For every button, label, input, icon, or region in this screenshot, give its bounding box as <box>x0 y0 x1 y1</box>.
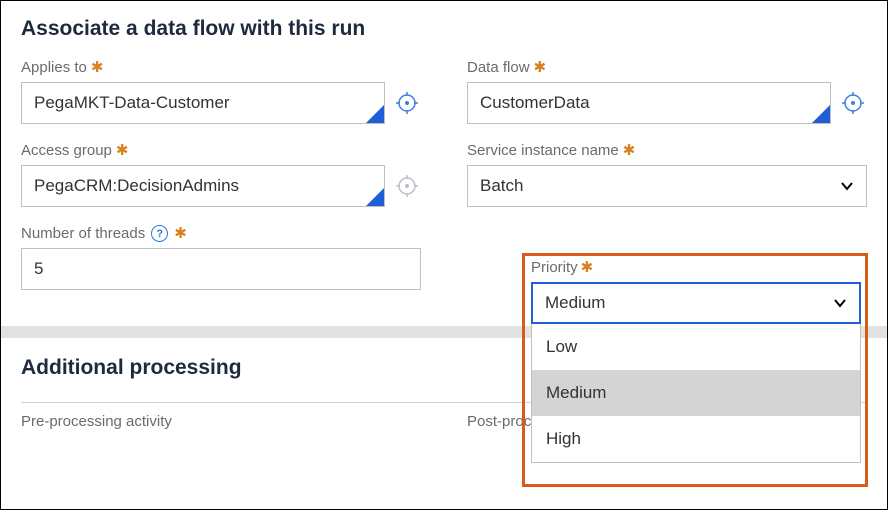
service-instance-select[interactable]: Batch <box>467 165 867 207</box>
service-instance-value: Batch <box>480 176 523 196</box>
access-group-target-button[interactable] <box>393 172 421 200</box>
section-title: Associate a data flow with this run <box>21 17 867 41</box>
chevron-down-icon <box>833 296 847 310</box>
priority-options-list: Low Medium High <box>531 324 861 463</box>
applies-to-field: Applies to ✱ PegaMKT-Data-Customer <box>21 59 421 124</box>
access-group-label: Access group ✱ <box>21 142 421 159</box>
crosshair-icon <box>841 91 865 115</box>
access-group-label-text: Access group <box>21 142 112 159</box>
threads-input[interactable]: 5 <box>21 248 421 290</box>
priority-option-low[interactable]: Low <box>532 324 860 370</box>
applies-to-input[interactable]: PegaMKT-Data-Customer <box>21 82 385 124</box>
access-group-value: PegaCRM:DecisionAdmins <box>34 176 239 196</box>
form-grid: Applies to ✱ PegaMKT-Data-Customer <box>21 59 867 290</box>
pre-processing-label: Pre-processing activity <box>21 413 421 430</box>
data-flow-field: Data flow ✱ CustomerData <box>467 59 867 124</box>
priority-field: Priority ✱ Medium Low Medium High <box>531 259 861 463</box>
priority-value: Medium <box>545 293 605 313</box>
required-star-icon: ✱ <box>623 143 636 158</box>
data-flow-target-button[interactable] <box>839 89 867 117</box>
data-flow-input[interactable]: CustomerData <box>467 82 831 124</box>
service-instance-field: Service instance name ✱ Batch <box>467 142 867 207</box>
service-instance-label: Service instance name ✱ <box>467 142 867 159</box>
access-group-input[interactable]: PegaCRM:DecisionAdmins <box>21 165 385 207</box>
applies-to-label-text: Applies to <box>21 59 87 76</box>
priority-label-text: Priority <box>531 259 578 276</box>
applies-to-target-button[interactable] <box>393 89 421 117</box>
service-instance-label-text: Service instance name <box>467 142 619 159</box>
priority-option-medium[interactable]: Medium <box>532 370 860 416</box>
required-star-icon: ✱ <box>534 60 547 75</box>
applies-to-value: PegaMKT-Data-Customer <box>34 93 230 113</box>
priority-select[interactable]: Medium <box>531 282 861 324</box>
data-flow-label: Data flow ✱ <box>467 59 867 76</box>
crosshair-icon <box>395 174 419 198</box>
data-flow-label-text: Data flow <box>467 59 530 76</box>
threads-label-text: Number of threads <box>21 225 145 242</box>
chevron-down-icon <box>840 179 854 193</box>
data-flow-value: CustomerData <box>480 93 590 113</box>
threads-value: 5 <box>34 259 43 279</box>
priority-option-high[interactable]: High <box>532 416 860 462</box>
priority-label: Priority ✱ <box>531 259 861 276</box>
required-star-icon: ✱ <box>91 60 104 75</box>
access-group-field: Access group ✱ PegaCRM:DecisionAdmins <box>21 142 421 207</box>
threads-help-button[interactable]: ? <box>151 225 168 242</box>
help-icon: ? <box>151 225 168 242</box>
threads-field: Number of threads ? ✱ 5 <box>21 225 421 290</box>
required-star-icon: ✱ <box>581 260 594 275</box>
crosshair-icon <box>395 91 419 115</box>
required-star-icon: ✱ <box>174 226 187 241</box>
required-star-icon: ✱ <box>116 143 129 158</box>
applies-to-label: Applies to ✱ <box>21 59 421 76</box>
threads-label: Number of threads ? ✱ <box>21 225 421 242</box>
